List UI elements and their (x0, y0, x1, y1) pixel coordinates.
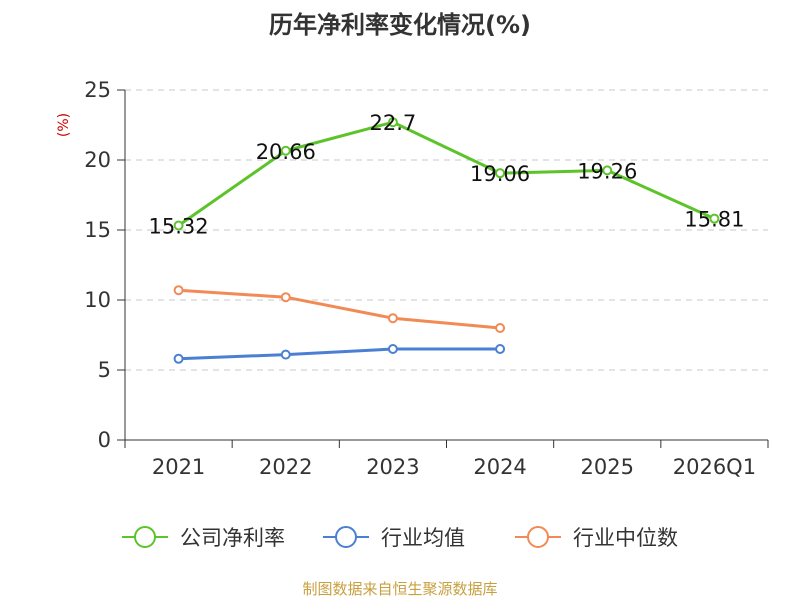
legend-marker-2 (527, 526, 549, 548)
data-point (602, 165, 613, 176)
data-point (173, 220, 184, 231)
data-labels: 15.32 20.66 22.7 19.06 19.26 15.81 (149, 111, 745, 238)
x-tick-label: 2024 (473, 455, 526, 479)
series-line-1 (178, 347, 501, 361)
grid-lines (125, 89, 768, 371)
y-tick-label: 15 (84, 218, 111, 242)
x-tick-label: 2021 (152, 455, 205, 479)
y-tick-label: 20 (84, 148, 111, 172)
x-tick-label: 2026Q1 (673, 455, 756, 479)
source-note: 制图数据来自恒生聚源数据库 (302, 580, 497, 598)
legend-marker-0 (134, 526, 156, 548)
data-point (495, 344, 506, 354)
y-tick-label: 10 (84, 288, 111, 312)
data-label: 15.81 (684, 208, 744, 232)
data-point (495, 168, 506, 179)
legend-marker-1 (335, 526, 357, 548)
legend-label: 行业均值 (381, 526, 465, 550)
y-tick-label: 25 (84, 78, 111, 102)
series-line-2 (178, 288, 501, 330)
x-tick-label: 2025 (581, 455, 634, 479)
y-axis-unit: (%) (56, 113, 72, 137)
series-line-0 (177, 120, 716, 227)
data-label: 22.7 (370, 111, 417, 135)
y-tick-label: 5 (98, 358, 111, 382)
data-point (387, 117, 398, 128)
data-point (280, 349, 291, 360)
data-point (387, 344, 398, 354)
data-label: 19.26 (577, 159, 637, 183)
data-point (280, 145, 291, 156)
data-label: 19.06 (470, 162, 530, 186)
legend-label: 公司净利率 (180, 526, 285, 550)
data-point (495, 323, 506, 333)
legend-label: 行业中位数 (573, 526, 678, 550)
data-point (709, 213, 720, 224)
series-lines (173, 117, 720, 364)
chart-title: 历年净利率变化情况(%) (269, 11, 531, 39)
data-point (173, 353, 184, 364)
data-point (387, 313, 398, 324)
legend: 公司净利率 行业均值 行业中位数 (122, 526, 678, 550)
data-point (280, 292, 291, 303)
data-label: 15.32 (149, 215, 209, 239)
data-point (173, 285, 184, 296)
x-tick-label: 2022 (259, 455, 312, 479)
y-tick-label: 0 (98, 428, 111, 452)
x-tick-label: 2023 (366, 455, 419, 479)
data-label: 20.66 (256, 140, 316, 164)
